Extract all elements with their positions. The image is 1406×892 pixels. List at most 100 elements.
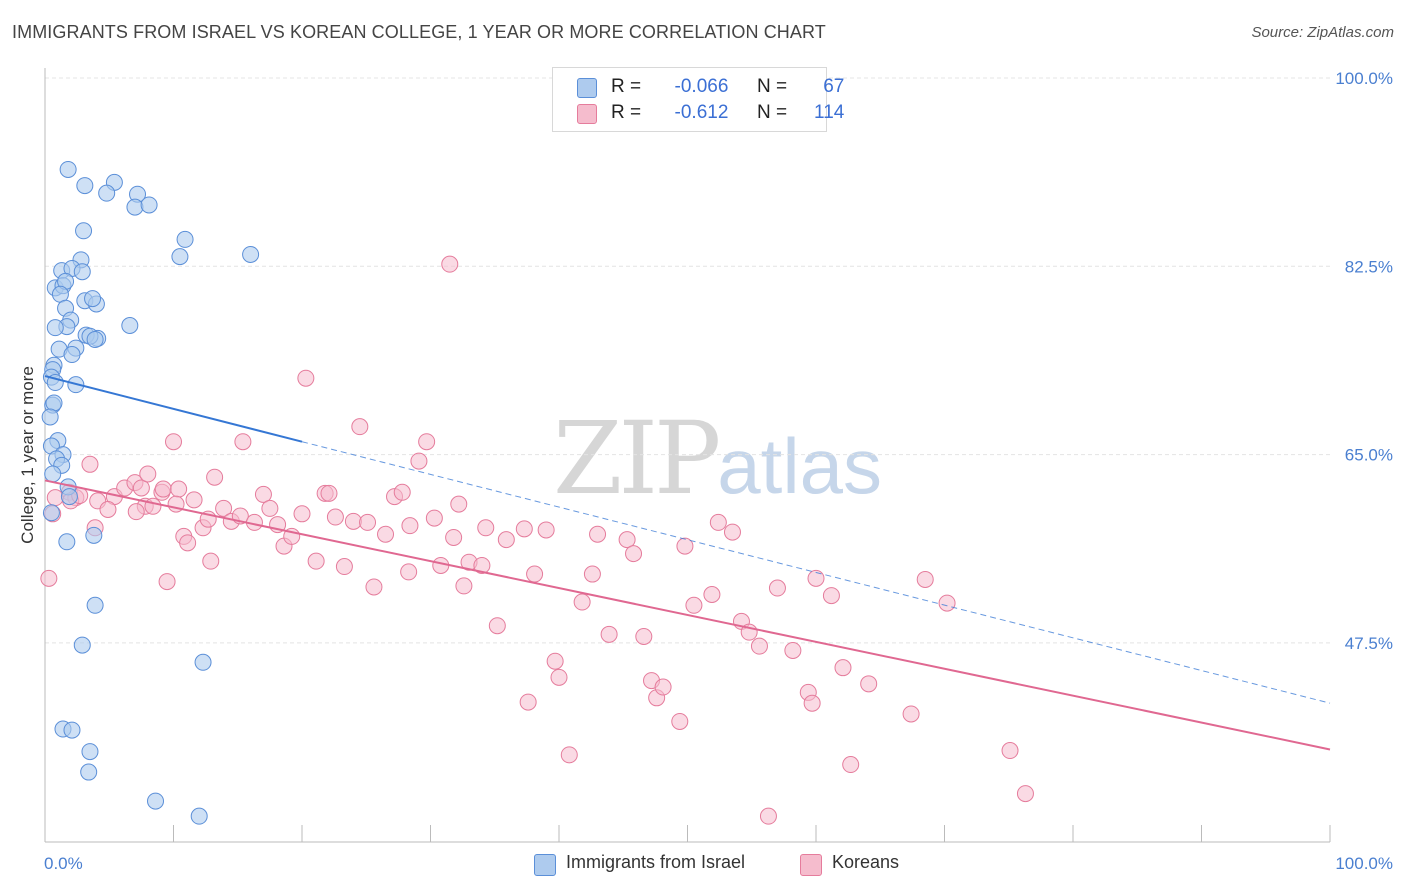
legend-r-label: R = [611,76,642,97]
israel-point [45,394,63,412]
tick-labels: 100.0% 82.5% 65.0% 47.5% 0.0% 100.0% [44,69,1393,873]
israel-point [98,184,116,202]
korean-point [393,483,411,501]
korean-point [834,659,852,677]
korean-point [365,578,383,596]
korean-point [573,593,591,611]
korean-point [1001,742,1019,760]
korean-point [759,807,777,825]
israel-point [194,653,212,671]
israel-point [59,160,77,178]
korean-point [723,523,741,541]
y-tick-label: 82.5% [1345,257,1393,276]
korean-point [1016,785,1034,803]
gridlines [45,77,1330,644]
korean-legend-swatch [800,854,822,876]
israel-legend-label: Immigrants from Israel [566,852,746,872]
korean-point [441,255,459,273]
korean-point [703,586,721,604]
korean-point [293,505,311,523]
korean-point [618,531,636,549]
korean-point [635,627,653,645]
korean-point [938,594,956,612]
legend-n-label: N = [756,76,788,97]
y-tick-label: 47.5% [1345,634,1393,653]
korean-point [685,596,703,614]
x-tick-label: 0.0% [44,854,83,873]
korean-point [254,485,272,503]
korean-point [307,552,325,570]
legend-n-value: 67 [823,76,845,97]
korean-point [676,537,694,555]
israel-point [147,792,165,810]
korean-point [488,617,506,635]
korean-point [842,756,860,774]
korean-point [784,641,802,659]
korean-point [916,570,934,588]
korean-point [202,552,220,570]
korean-point [515,520,533,538]
korean-point [537,521,555,539]
korean-point [550,668,568,686]
korean-swatch [577,104,597,124]
y-tick-label: 65.0% [1345,446,1393,465]
korean-point [654,678,672,696]
korean-point [410,452,428,470]
korean-point [297,369,315,387]
korean-point [600,625,618,643]
korean-point [401,517,419,535]
israel-point [84,290,102,308]
korean-point [127,503,145,521]
israel-point [75,222,93,240]
korean-point [377,525,395,543]
korean-point [560,746,578,764]
korean-point [206,468,224,486]
korean-point [351,418,369,436]
korean-point [425,509,443,527]
legend-n-label: N = [756,102,788,123]
korean-point [154,480,172,498]
israel-point [81,743,99,761]
legend-r-value: -0.066 [674,76,729,97]
korean-point [46,489,64,507]
correlation-legend: R = -0.066 N = 67 R = -0.612 N = 114 [552,67,844,132]
israel-point [41,408,59,426]
israel-point [60,488,78,506]
chart-title: IMMIGRANTS FROM ISRAEL VS KOREAN COLLEGE… [12,22,826,42]
israel-point [126,198,144,216]
israel-trend-extension [301,441,1331,704]
israel-point [121,316,139,334]
korean-point [477,519,495,537]
korean-trend-line [44,479,1331,751]
korean-point [526,565,544,583]
korean-point [400,563,418,581]
korean-point [185,491,203,509]
korean-point [326,508,344,526]
israel-point [46,319,64,337]
korean-point [234,433,252,451]
korean-point [455,577,473,595]
israel-point [73,263,91,281]
korean-point [132,479,150,497]
korean-point [589,525,607,543]
israel-points [41,160,260,825]
korean-point [170,480,188,498]
watermark-atlas: atlas [717,422,883,510]
israel-swatch [577,78,597,98]
korean-point [165,433,182,451]
korean-point [445,528,463,546]
israel-point [44,465,62,483]
israel-point [80,763,98,781]
israel-point [171,248,189,266]
y-tick-label: 100.0% [1335,69,1393,88]
korean-point [359,513,377,531]
korean-point [144,497,162,515]
israel-point [86,596,104,614]
israel-legend-swatch [534,854,556,876]
korean-legend-label: Koreans [832,852,900,872]
korean-point [40,569,58,587]
watermark-zip: ZIP [553,400,721,517]
korean-point [335,558,353,576]
legend-n-value: 114 [814,102,845,123]
